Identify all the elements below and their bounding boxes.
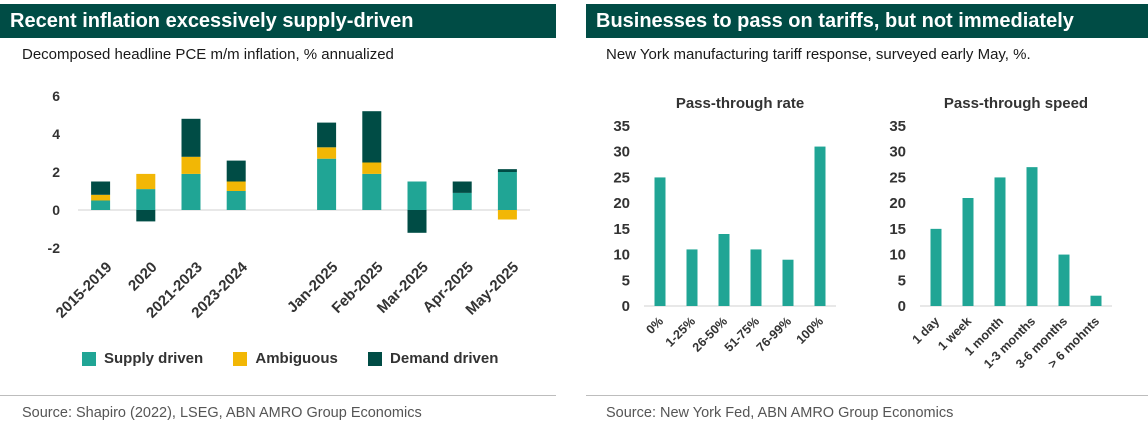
- bar-segment-supply-driven: [136, 189, 156, 210]
- y-tick-label: 5: [898, 272, 906, 289]
- bar-segment-demand-driven: [452, 181, 472, 193]
- x-tick-label: 2020: [125, 259, 161, 295]
- y-tick-label: 10: [889, 247, 906, 264]
- bar: [718, 234, 730, 306]
- pass-through-rate-chart: Pass-through rate051015202530350%1-25%26…: [613, 95, 836, 355]
- y-tick-label: 0: [52, 202, 60, 218]
- bar-segment-supply-driven: [362, 173, 382, 210]
- bar-segment-ambiguous: [497, 210, 517, 220]
- bar-segment-supply-driven: [452, 192, 472, 210]
- y-tick-label: 6: [52, 88, 60, 104]
- y-tick-label: 2: [52, 164, 60, 180]
- bar-segment-demand-driven: [317, 122, 337, 148]
- x-tick-label: 0%: [643, 314, 666, 337]
- y-tick-label: 5: [622, 272, 630, 289]
- bar-segment-supply-driven: [181, 173, 201, 210]
- bar-segment-demand-driven: [91, 181, 111, 195]
- bar-segment-demand-driven: [407, 210, 427, 233]
- legend-demand-label: Demand driven: [390, 350, 499, 367]
- bar: [1058, 254, 1070, 306]
- legend-ambiguous: Ambiguous: [233, 350, 338, 367]
- y-tick-label: 15: [889, 221, 906, 238]
- bar-segment-demand-driven: [362, 111, 382, 163]
- bar: [654, 177, 666, 306]
- bar-segment-ambiguous: [181, 156, 201, 174]
- left-chart-title: Recent inflation excessively supply-driv…: [0, 4, 556, 38]
- bar: [750, 249, 762, 306]
- y-tick-label: 25: [613, 169, 630, 186]
- bar-segment-supply-driven: [226, 191, 246, 210]
- x-tick-label: 51-75%: [722, 314, 762, 354]
- bar: [962, 198, 974, 306]
- y-tick-label: 35: [889, 118, 906, 135]
- y-tick-label: 30: [613, 144, 630, 161]
- bar-segment-ambiguous: [317, 147, 337, 159]
- y-tick-label: 10: [613, 247, 630, 264]
- y-tick-label: -2: [48, 240, 61, 256]
- bar-segment-supply-driven: [91, 200, 111, 210]
- legend-supply: Supply driven: [82, 350, 203, 367]
- right-footer-rule: [586, 395, 1148, 396]
- bar-segment-ambiguous: [91, 194, 111, 201]
- left-legend: Supply driven Ambiguous Demand driven: [82, 350, 524, 370]
- left-source: Source: Shapiro (2022), LSEG, ABN AMRO G…: [22, 405, 422, 421]
- legend-demand: Demand driven: [368, 350, 498, 367]
- bar: [994, 177, 1006, 306]
- right-chart-subtitle: New York manufacturing tariff response, …: [606, 46, 1031, 63]
- x-tick-label: 2015-2019: [53, 259, 116, 322]
- y-tick-label: 4: [52, 126, 60, 142]
- bar: [782, 259, 794, 306]
- left-panel: Recent inflation excessively supply-driv…: [0, 0, 556, 430]
- y-tick-label: 20: [613, 195, 630, 212]
- y-tick-label: 15: [613, 221, 630, 238]
- bar: [1026, 167, 1038, 306]
- bar-segment-supply-driven: [317, 158, 337, 210]
- y-tick-label: 30: [889, 144, 906, 161]
- bar-segment-demand-driven: [136, 210, 156, 222]
- bar-segment-demand-driven: [181, 118, 201, 157]
- y-tick-label: 25: [889, 169, 906, 186]
- bar-segment-ambiguous: [362, 162, 382, 174]
- bar-segment-demand-driven: [226, 160, 246, 182]
- legend-supply-swatch: [82, 351, 96, 366]
- bar: [930, 228, 942, 306]
- bar-segment-supply-driven: [407, 181, 427, 210]
- bar: [1090, 295, 1102, 306]
- bar-segment-ambiguous: [136, 173, 156, 190]
- bar: [814, 146, 826, 306]
- bar-segment-demand-driven: [497, 169, 517, 172]
- y-tick-label: 35: [613, 118, 630, 135]
- legend-ambiguous-swatch: [233, 351, 248, 366]
- x-tick-label: 100%: [794, 314, 827, 347]
- legend-ambiguous-label: Ambiguous: [255, 350, 338, 367]
- left-chart-subtitle: Decomposed headline PCE m/m inflation, %…: [22, 46, 394, 63]
- right-panel: Businesses to pass on tariffs, but not i…: [586, 0, 1148, 430]
- y-tick-label: 20: [889, 195, 906, 212]
- x-tick-label: 26-50%: [690, 314, 730, 354]
- x-tick-label: 76-99%: [754, 314, 794, 354]
- y-tick-label: 0: [898, 298, 906, 315]
- legend-demand-swatch: [368, 351, 383, 366]
- subchart-title: Pass-through rate: [676, 95, 804, 112]
- y-tick-label: 0: [622, 298, 630, 315]
- left-footer-rule: [0, 395, 556, 396]
- bar: [686, 249, 698, 306]
- subchart-title: Pass-through speed: [944, 95, 1088, 112]
- bar-segment-supply-driven: [497, 172, 517, 210]
- right-chart-title: Businesses to pass on tariffs, but not i…: [586, 4, 1148, 38]
- legend-supply-label: Supply driven: [104, 350, 204, 367]
- right-source: Source: New York Fed, ABN AMRO Group Eco…: [606, 405, 954, 421]
- bar-segment-ambiguous: [226, 181, 246, 191]
